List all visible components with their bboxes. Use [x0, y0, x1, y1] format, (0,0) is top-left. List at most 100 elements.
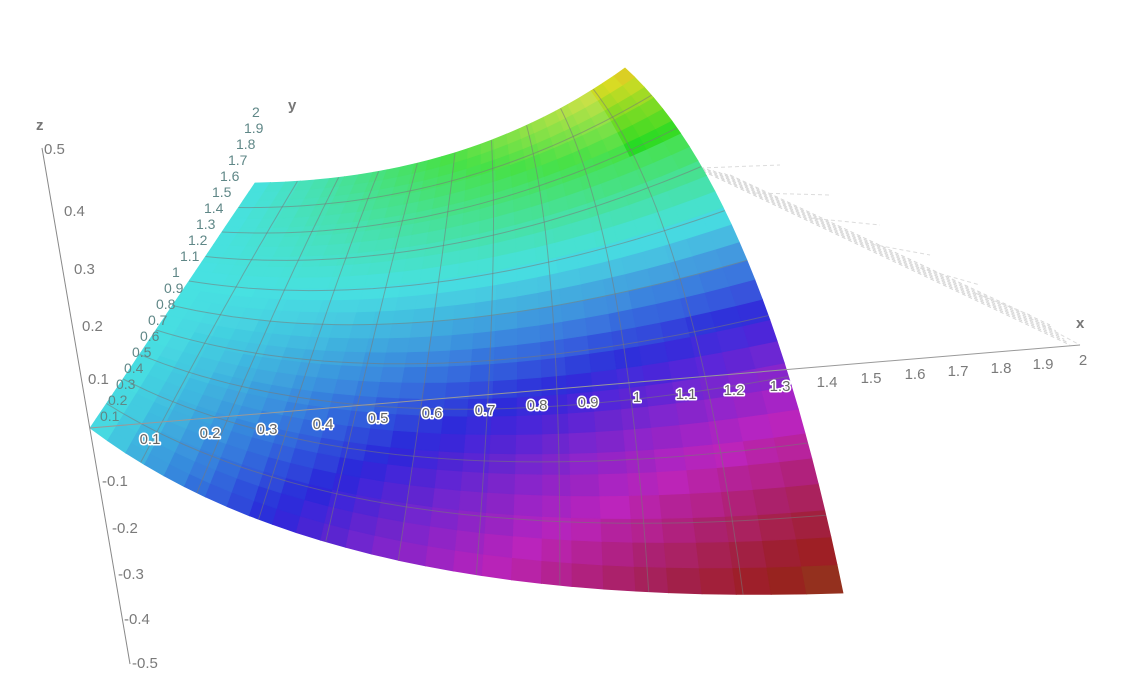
surface-patch	[387, 446, 416, 468]
surface-patch	[766, 565, 808, 595]
y-tick-label: 0.4	[124, 360, 144, 376]
surface-patch	[513, 493, 544, 517]
surface-patch	[571, 539, 604, 566]
y-tick-label: 0.8	[156, 296, 176, 312]
surface-patch	[542, 452, 571, 475]
surface-patch	[633, 565, 669, 594]
z-tick-label: 0.5	[44, 141, 65, 158]
surface-patch	[384, 463, 413, 486]
surface-patch	[424, 365, 450, 383]
y-tick-label: 0.5	[132, 344, 152, 360]
surface-patch	[365, 337, 391, 353]
surface-patch	[440, 415, 468, 435]
y-tick-label: 1.9	[244, 120, 264, 136]
z-tick-label: -0.2	[112, 520, 138, 537]
surface-patch	[376, 381, 403, 399]
surface-patch	[421, 381, 448, 400]
axes	[41, 147, 1081, 665]
surface-patch	[698, 567, 737, 595]
surface-patch	[458, 489, 489, 514]
surface-patch	[658, 492, 694, 519]
surface-patch	[679, 420, 714, 448]
x-tick-label: 1.9	[1033, 356, 1054, 373]
surface-patch	[354, 380, 381, 398]
surface-patch	[450, 332, 475, 351]
surface-patch	[469, 363, 495, 383]
surface-patch	[429, 506, 460, 531]
surface-patch	[361, 351, 388, 368]
surface-patch	[692, 515, 730, 543]
box-grid-line	[754, 192, 831, 196]
surface-patch	[564, 352, 592, 376]
x-tick-label: 1.8	[991, 360, 1012, 377]
surface-patch	[720, 489, 759, 517]
surface-patch	[565, 371, 594, 395]
x-tick-label: 1.5	[861, 370, 882, 387]
z-tick-label: -0.5	[132, 655, 158, 672]
surface-patch	[542, 432, 571, 455]
surface-patch	[485, 491, 516, 516]
x-tick-label: 0.5	[368, 410, 389, 427]
surface-patch	[570, 495, 602, 519]
z-tick-label: 0.1	[88, 371, 109, 388]
surface-patch	[312, 376, 339, 394]
tick-labels: 0.1 0.2 0.3 0.4 0.5 0.6 0.7 0.8 0.9 1 1.1 1.2 1.3 1.4…	[44, 104, 1087, 672]
surface-patch	[616, 364, 646, 390]
surface-patch	[588, 349, 617, 373]
surface-patch	[428, 334, 453, 352]
surface-patch	[712, 440, 749, 469]
surface-patch	[682, 443, 718, 471]
box-grid-line	[699, 164, 781, 169]
surface-patch	[661, 517, 697, 543]
surface-patch	[517, 341, 542, 363]
x-tick-label: 1.1	[676, 386, 697, 403]
box-grid-line	[1029, 317, 1081, 346]
y-tick-label: 0.7	[148, 312, 168, 328]
surface-patch	[460, 470, 490, 493]
box-grid-line	[729, 174, 1051, 326]
surface-patch	[409, 320, 434, 338]
y-tick-label: 0.6	[140, 328, 160, 344]
surface-patch	[493, 361, 518, 382]
z-axis-line	[41, 147, 131, 665]
surface-patch	[432, 487, 462, 511]
surface-patch	[541, 515, 573, 541]
surface-patch	[463, 433, 492, 454]
surface-patch	[484, 512, 515, 537]
x-tick-label: 1.4	[817, 374, 838, 391]
surface-patch	[542, 473, 572, 497]
x-axis-line	[89, 344, 1081, 429]
mesh-line-v	[397, 152, 456, 561]
surface-patch	[316, 363, 343, 380]
surface-patch	[462, 452, 491, 474]
surface-patch	[596, 450, 628, 475]
surface-patch	[571, 562, 605, 590]
surface-patch	[381, 480, 410, 504]
surface-patch	[515, 433, 544, 455]
x-tick-label: 2	[1079, 352, 1087, 369]
surface-patch	[656, 469, 691, 496]
surface-mesh	[106, 88, 826, 595]
surface-patch	[653, 446, 688, 473]
surface-patch	[757, 512, 797, 542]
surface-patch	[647, 402, 681, 428]
y-tick-label: 0.3	[116, 376, 136, 392]
box-grid	[689, 164, 1081, 346]
z-tick-label: 0.2	[82, 318, 103, 335]
surface-patch	[599, 495, 632, 520]
box-grid-line	[695, 165, 1068, 343]
surface-patch	[795, 536, 838, 567]
surface-patch	[590, 368, 620, 392]
y-tick-label: 1.7	[228, 152, 248, 168]
y-tick-label: 0.2	[108, 392, 128, 408]
surface-patch	[650, 424, 684, 450]
surface-patch	[516, 414, 543, 435]
surface-patch	[613, 67, 636, 86]
surface-patch	[404, 350, 430, 368]
mesh-line-v	[593, 88, 744, 595]
surface-patch	[456, 509, 487, 534]
surface-patch	[333, 378, 360, 396]
y-tick-label: 0.1	[100, 408, 120, 424]
